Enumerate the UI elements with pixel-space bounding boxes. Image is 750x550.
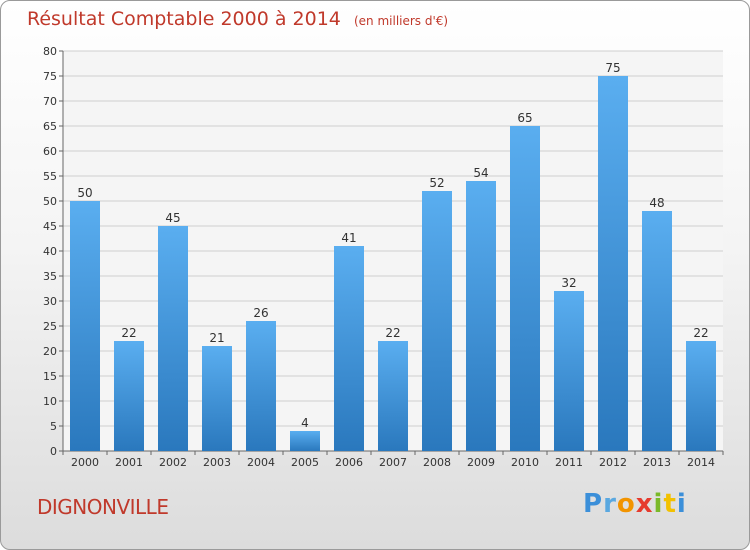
y-tick-label: 70 <box>43 95 57 108</box>
bar <box>334 246 364 451</box>
x-tick-label: 2001 <box>115 456 143 469</box>
logo-letter: x <box>635 489 654 519</box>
chart-title: Résultat Comptable 2000 à 2014 <box>27 8 341 30</box>
data-label: 54 <box>473 166 488 180</box>
bar <box>290 431 320 451</box>
y-tick-label: 5 <box>50 420 57 433</box>
y-tick-label: 65 <box>43 120 57 133</box>
y-tick-label: 25 <box>43 320 57 333</box>
y-tick-label: 40 <box>43 245 57 258</box>
x-tick-label: 2002 <box>159 456 187 469</box>
logo-letter: i <box>676 489 687 519</box>
y-tick-label: 45 <box>43 220 57 233</box>
x-tick-label: 2003 <box>203 456 231 469</box>
logo-letter: r <box>603 489 617 519</box>
bar <box>466 181 496 451</box>
x-tick-label: 2006 <box>335 456 363 469</box>
data-label: 75 <box>605 61 620 75</box>
data-label: 4 <box>301 416 309 430</box>
data-label: 22 <box>385 326 400 340</box>
bar <box>114 341 144 451</box>
y-tick-label: 30 <box>43 295 57 308</box>
bar <box>202 346 232 451</box>
data-label: 22 <box>121 326 136 340</box>
bar <box>246 321 276 451</box>
bar <box>378 341 408 451</box>
bar <box>70 201 100 451</box>
x-tick-label: 2007 <box>379 456 407 469</box>
y-tick-label: 50 <box>43 195 57 208</box>
data-label: 48 <box>649 196 664 210</box>
data-label: 26 <box>253 306 268 320</box>
x-tick-label: 2013 <box>643 456 671 469</box>
logo-letter: o <box>616 489 636 519</box>
data-label: 32 <box>561 276 576 290</box>
logo-letter: t <box>663 489 677 519</box>
x-tick-label: 2005 <box>291 456 319 469</box>
x-tick-label: 2000 <box>71 456 99 469</box>
commune-name: DIGNONVILLE <box>37 495 169 519</box>
y-tick-label: 35 <box>43 270 57 283</box>
data-label: 50 <box>77 186 92 200</box>
x-tick-label: 2011 <box>555 456 583 469</box>
x-tick-label: 2009 <box>467 456 495 469</box>
bar <box>422 191 452 451</box>
y-tick-label: 80 <box>43 45 57 58</box>
bar <box>158 226 188 451</box>
data-label: 65 <box>517 111 532 125</box>
bar <box>686 341 716 451</box>
y-tick-label: 60 <box>43 145 57 158</box>
x-tick-label: 2008 <box>423 456 451 469</box>
y-tick-label: 20 <box>43 345 57 358</box>
bar <box>554 291 584 451</box>
y-tick-label: 15 <box>43 370 57 383</box>
data-label: 22 <box>693 326 708 340</box>
x-tick-label: 2004 <box>247 456 275 469</box>
data-label: 41 <box>341 231 356 245</box>
x-tick-label: 2014 <box>687 456 715 469</box>
data-label: 45 <box>165 211 180 225</box>
bar <box>642 211 672 451</box>
y-tick-label: 55 <box>43 170 57 183</box>
proxiti-logo: Proxiti <box>583 489 687 519</box>
chart-subtitle: (en milliers d'€) <box>353 14 449 28</box>
y-tick-label: 10 <box>43 395 57 408</box>
data-label: 21 <box>209 331 224 345</box>
y-tick-label: 75 <box>43 70 57 83</box>
logo-letter: i <box>653 489 664 519</box>
title-row: Résultat Comptable 2000 à 2014 (en milli… <box>27 8 448 30</box>
x-tick-label: 2012 <box>599 456 627 469</box>
y-tick-label: 0 <box>50 445 57 458</box>
data-label: 52 <box>429 176 444 190</box>
bar <box>598 76 628 451</box>
bar <box>510 126 540 451</box>
x-tick-label: 2010 <box>511 456 539 469</box>
logo-letter: P <box>583 489 604 519</box>
